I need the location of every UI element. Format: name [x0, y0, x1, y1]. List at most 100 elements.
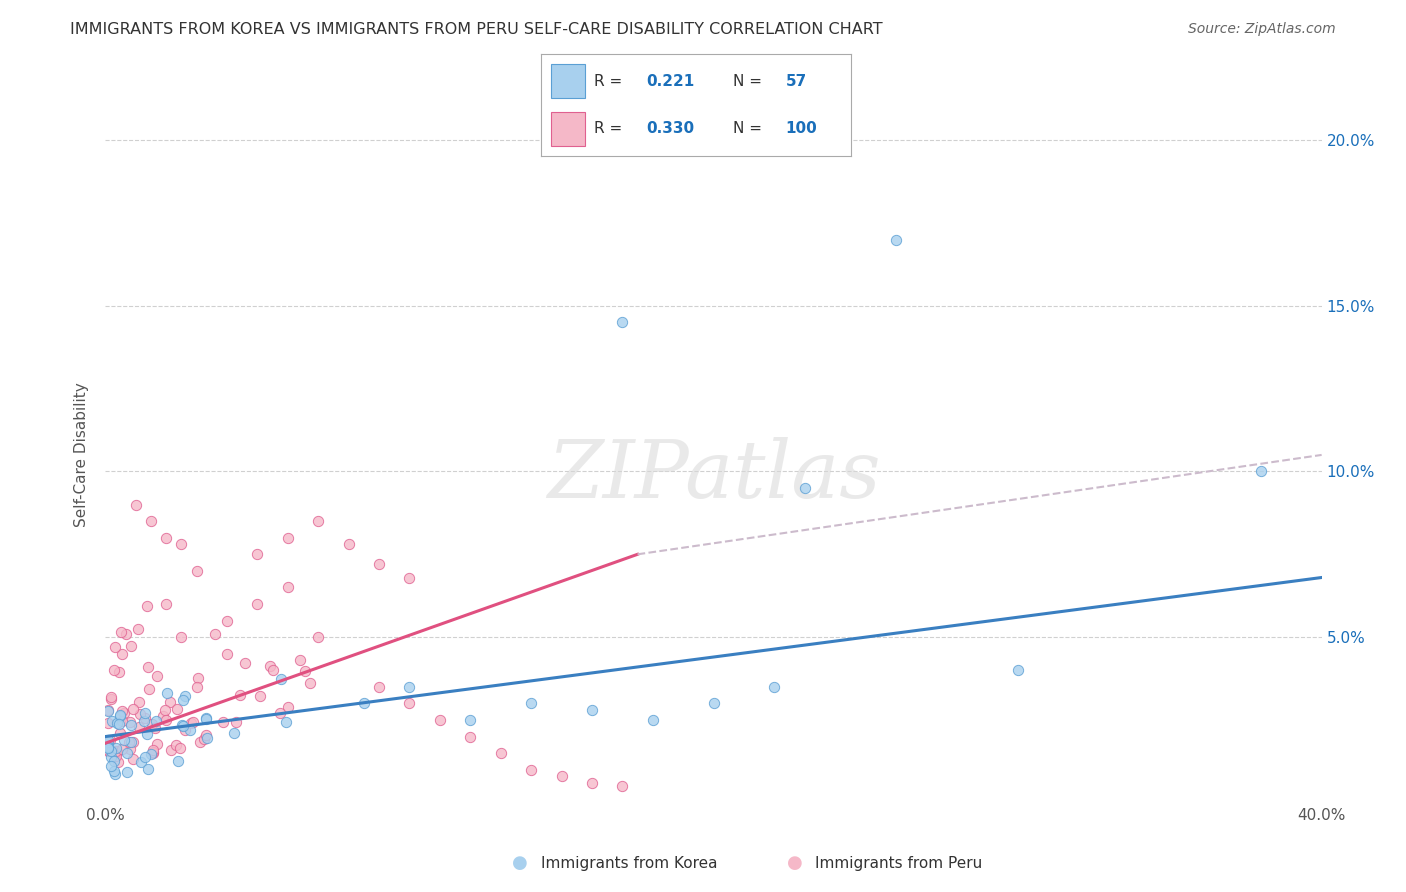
Point — [179, 723, 201, 737]
Point — [165, 738, 187, 752]
Point — [97, 734, 120, 748]
Point — [136, 762, 159, 776]
Point — [152, 709, 174, 723]
Point — [458, 713, 481, 727]
Point — [398, 680, 420, 694]
Point — [105, 741, 128, 756]
Point — [134, 749, 156, 764]
Point — [97, 715, 120, 730]
Point — [104, 640, 127, 655]
Point — [169, 740, 191, 755]
Point — [155, 531, 177, 545]
Point — [520, 697, 543, 711]
Point — [134, 706, 156, 720]
Point — [104, 767, 127, 781]
Point — [183, 714, 205, 729]
Text: Immigrants from Peru: Immigrants from Peru — [815, 856, 983, 871]
Point — [368, 558, 391, 572]
Point — [111, 704, 134, 718]
Point — [108, 725, 131, 739]
Point — [142, 746, 165, 760]
Point — [174, 689, 197, 703]
Point — [155, 597, 177, 611]
Point — [146, 669, 169, 683]
Point — [110, 624, 132, 639]
Point — [193, 731, 215, 746]
Point — [97, 743, 120, 757]
Point — [489, 746, 512, 760]
Point — [172, 719, 194, 733]
Point — [103, 754, 125, 768]
Point — [122, 735, 145, 749]
Point — [259, 659, 281, 673]
Point — [128, 720, 150, 734]
Point — [97, 743, 120, 757]
Text: 57: 57 — [786, 74, 807, 88]
Point — [128, 695, 150, 709]
Point — [217, 614, 239, 628]
Point — [368, 680, 391, 694]
Bar — [551, 112, 585, 145]
Point — [103, 663, 125, 677]
Point — [233, 656, 256, 670]
Point — [112, 733, 135, 747]
Point — [103, 764, 125, 778]
Point — [101, 714, 124, 729]
Point — [1007, 663, 1029, 677]
Point — [117, 735, 139, 749]
Point — [114, 627, 136, 641]
Point — [97, 741, 120, 756]
Point — [307, 630, 329, 644]
Point — [122, 702, 145, 716]
Point — [298, 675, 321, 690]
Point — [217, 647, 239, 661]
Point — [458, 730, 481, 744]
Point — [121, 752, 143, 766]
Text: Immigrants from Korea: Immigrants from Korea — [541, 856, 718, 871]
Point — [105, 745, 128, 759]
Point — [186, 680, 208, 694]
Point — [98, 732, 121, 747]
Point — [136, 660, 159, 674]
Text: N =: N = — [733, 121, 766, 136]
Point — [398, 697, 420, 711]
Point — [145, 714, 167, 728]
Point — [160, 743, 183, 757]
Point — [105, 744, 128, 758]
Point — [128, 707, 150, 722]
Text: IMMIGRANTS FROM KOREA VS IMMIGRANTS FROM PERU SELF-CARE DISABILITY CORRELATION C: IMMIGRANTS FROM KOREA VS IMMIGRANTS FROM… — [70, 22, 883, 37]
Point — [187, 671, 209, 685]
Point — [107, 717, 129, 731]
Point — [246, 597, 269, 611]
Point — [120, 639, 142, 653]
Text: R =: R = — [593, 121, 627, 136]
Point — [211, 715, 233, 730]
Point — [100, 692, 122, 706]
Point — [105, 715, 128, 730]
Text: ●: ● — [786, 855, 803, 872]
Point — [100, 750, 122, 764]
Point — [702, 697, 725, 711]
Point — [134, 711, 156, 725]
Point — [337, 537, 360, 551]
Point — [274, 715, 297, 730]
Y-axis label: Self-Care Disability: Self-Care Disability — [75, 383, 90, 527]
Point — [120, 742, 142, 756]
Point — [108, 708, 131, 723]
Point — [142, 742, 165, 756]
Point — [170, 718, 193, 732]
Point — [170, 630, 193, 644]
Point — [111, 742, 134, 756]
Text: 0.330: 0.330 — [647, 121, 695, 136]
Point — [641, 713, 664, 727]
Point — [270, 672, 292, 686]
Point — [111, 647, 134, 661]
Point — [139, 514, 162, 528]
Point — [166, 702, 188, 716]
Point — [141, 717, 163, 731]
Point — [129, 755, 152, 769]
Text: ●: ● — [512, 855, 529, 872]
Point — [125, 498, 148, 512]
Point — [167, 754, 190, 768]
Point — [269, 706, 291, 720]
